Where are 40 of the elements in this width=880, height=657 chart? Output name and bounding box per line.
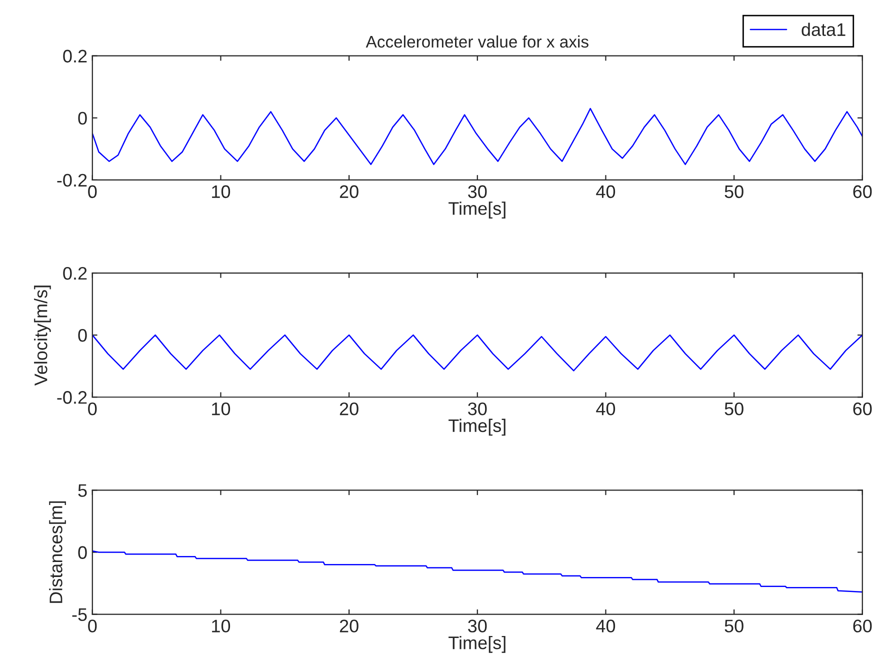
y-tick-label: -0.2 bbox=[57, 391, 87, 404]
x-axis-title: Time[s] bbox=[448, 418, 506, 436]
x-tick-label: 40 bbox=[596, 402, 616, 416]
x-tick-label: 10 bbox=[212, 185, 230, 198]
y-tick-label: 0.2 bbox=[63, 266, 87, 280]
x-tick-label: 60 bbox=[853, 402, 872, 416]
x-tick-label: 0 bbox=[88, 620, 97, 632]
x-tick-label: 10 bbox=[212, 620, 230, 632]
line-series bbox=[92, 334, 862, 372]
y-tick-label: 5 bbox=[78, 484, 87, 497]
x-tick-label: 10 bbox=[212, 402, 230, 416]
x-tick-label: 40 bbox=[596, 185, 616, 198]
x-tick-label: 30 bbox=[468, 185, 487, 198]
x-tick-label: 50 bbox=[724, 185, 744, 198]
x-axis-title: Time[s] bbox=[448, 202, 506, 218]
x-tick-label: 60 bbox=[853, 620, 872, 632]
x-tick-label: 30 bbox=[468, 620, 487, 632]
x-tick-label: 50 bbox=[724, 402, 744, 416]
x-tick-label: 0 bbox=[88, 185, 97, 198]
x-tick-label: 20 bbox=[340, 185, 358, 198]
x-tick-label: 50 bbox=[724, 620, 744, 632]
legend-label: data1 bbox=[802, 22, 846, 36]
chart-title: Accelerometer value for x axis bbox=[366, 35, 588, 48]
x-tick-label: 60 bbox=[853, 185, 872, 198]
y-tick-label: 0 bbox=[78, 546, 87, 559]
x-tick-label: 20 bbox=[340, 402, 358, 416]
x-tick-label: 0 bbox=[88, 402, 97, 416]
x-tick-label: 30 bbox=[468, 402, 487, 416]
line-series bbox=[92, 550, 862, 593]
y-axis-title: Velocity[m/s] bbox=[34, 286, 51, 386]
x-tick-label: 40 bbox=[596, 620, 616, 632]
x-tick-label: 20 bbox=[340, 620, 358, 632]
y-axis-title: Distances[m] bbox=[49, 501, 66, 603]
x-axis-title: Time[s] bbox=[448, 636, 506, 653]
y-tick-label: 0 bbox=[78, 329, 87, 342]
y-tick-label: -0.2 bbox=[57, 174, 87, 187]
y-tick-label: 0 bbox=[78, 112, 87, 125]
line-series bbox=[92, 108, 862, 166]
y-tick-label: 0.2 bbox=[63, 50, 87, 63]
y-tick-label: -5 bbox=[72, 608, 87, 622]
